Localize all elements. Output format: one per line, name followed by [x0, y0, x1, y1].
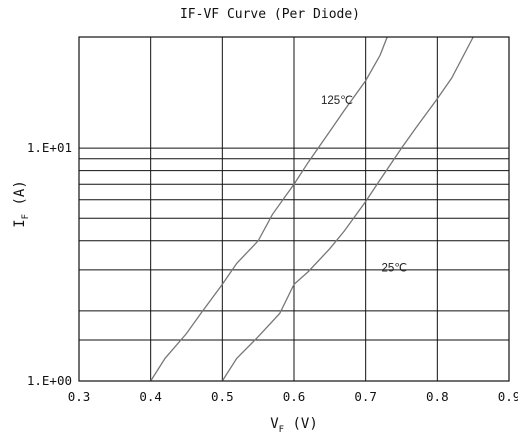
x-tick-labels: 0.3 0.4 0.5 0.6 0.7 0.8 0.9 [68, 389, 518, 404]
x-tick-label-1: 0.4 [139, 389, 162, 404]
y-tick-label-1: 1.E+01 [27, 140, 72, 155]
curve-annotations: 125℃ 25℃ [321, 95, 407, 275]
x-tick-label-0: 0.3 [68, 389, 91, 404]
x-axis-label-main: V [270, 416, 279, 432]
y-tick-labels: 1.E+00 1.E+01 [27, 140, 72, 388]
y-axis-label-main: I [12, 219, 28, 227]
y-axis-label-unit: (A) [12, 180, 28, 214]
x-axis-label-unit: (V) [284, 416, 318, 432]
x-tick-label-3: 0.6 [283, 389, 306, 404]
y-axis-label-sub: F [21, 214, 31, 219]
x-tick-label-6: 0.9 [498, 389, 518, 404]
x-tick-label-4: 0.7 [354, 389, 377, 404]
curves [150, 36, 474, 382]
series-line-0 [150, 36, 388, 382]
series-line-1 [221, 36, 474, 382]
plot-frame [78, 36, 510, 382]
y-axis-label: IF (A) [12, 180, 31, 228]
x-axis-label-sub: F [279, 425, 284, 435]
y-tick-label-0: 1.E+00 [27, 373, 72, 388]
chart-title: IF-VF Curve (Per Diode) [180, 7, 360, 22]
series-label-0: 125℃ [321, 95, 353, 107]
x-tick-label-2: 0.5 [211, 389, 234, 404]
series-label-1: 25℃ [381, 263, 407, 275]
x-axis-label: VF (V) [270, 416, 318, 435]
x-tick-label-5: 0.8 [426, 389, 449, 404]
